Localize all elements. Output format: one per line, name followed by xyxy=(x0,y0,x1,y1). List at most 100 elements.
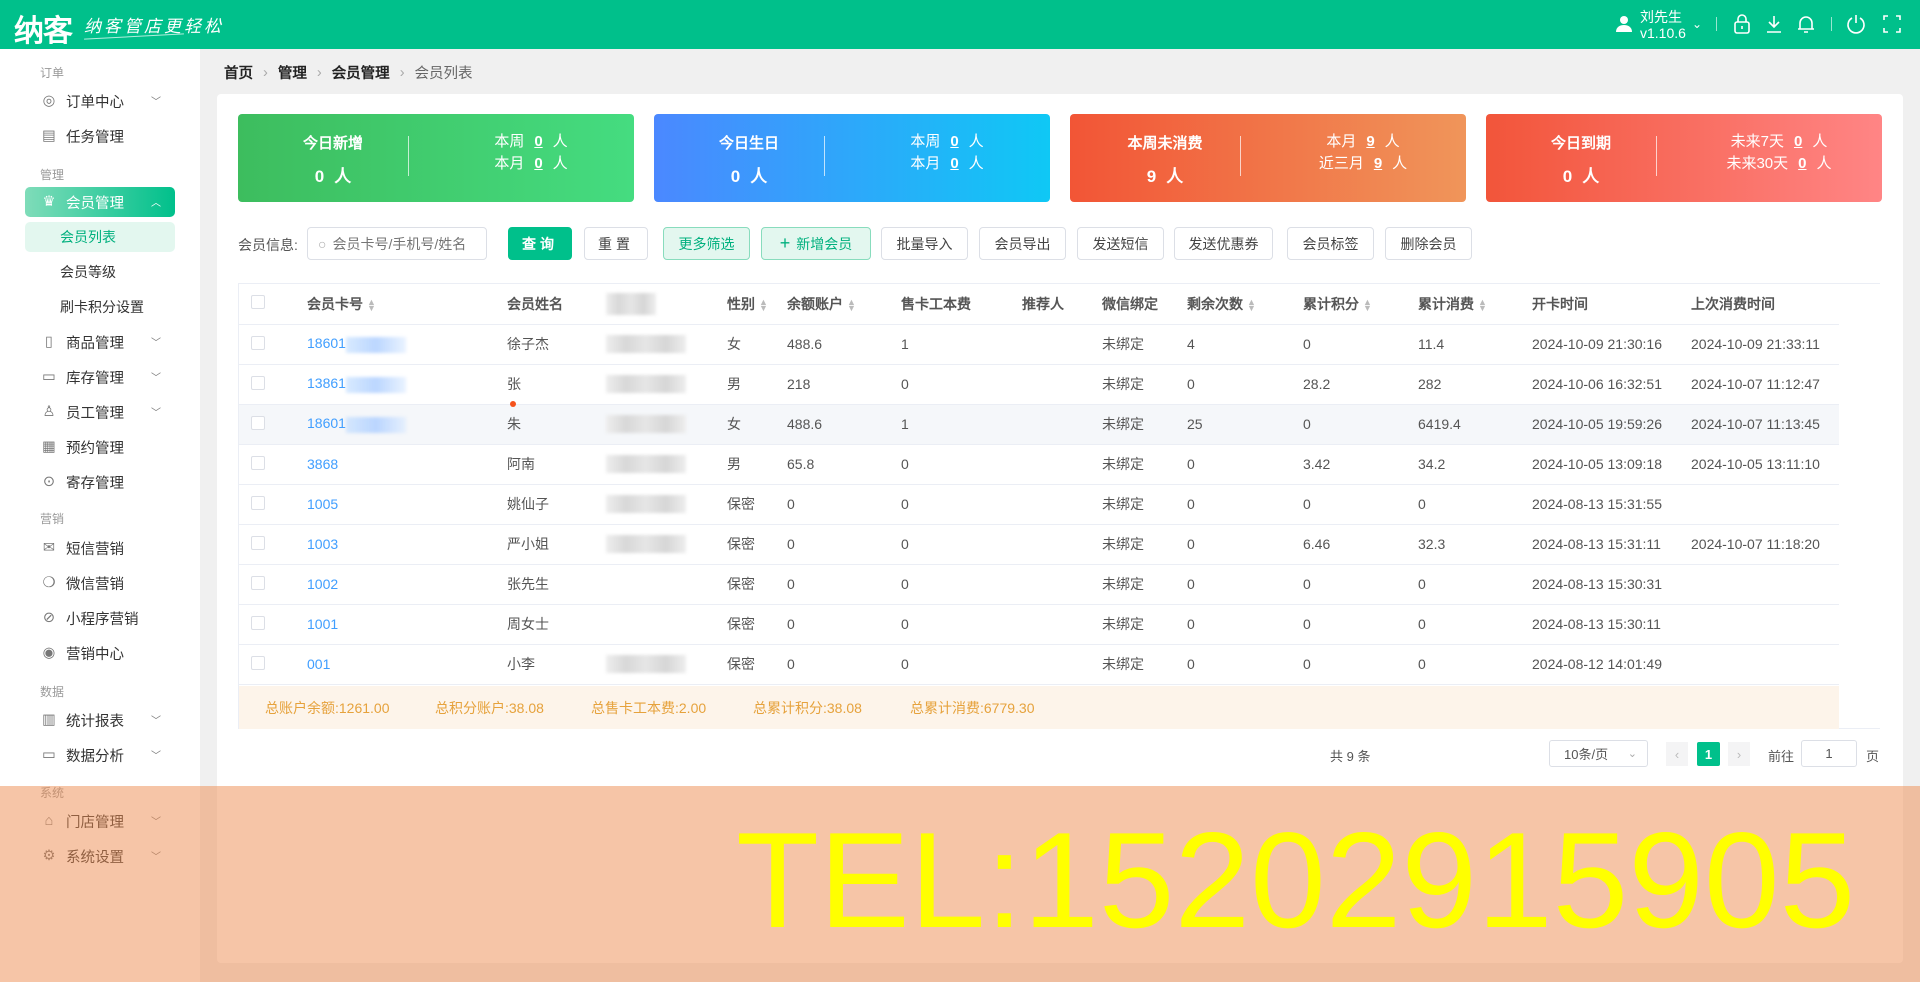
sidebar-item-deposit[interactable]: ⊙ 寄存管理 xyxy=(25,467,175,497)
cell-card-number[interactable]: 1002 xyxy=(295,564,495,605)
stat-sub-value[interactable]: 0 xyxy=(1798,155,1807,172)
stat-card[interactable]: 今日到期 0 人未来7天 0 人未来30天 0 人 xyxy=(1486,114,1882,202)
download-icon[interactable] xyxy=(1762,12,1786,36)
row-select[interactable] xyxy=(239,604,295,645)
column-header[interactable]: 累计积分 ▲ ▼ xyxy=(1291,284,1406,325)
fullscreen-icon[interactable] xyxy=(1880,12,1904,36)
member-search-field[interactable]: ○ xyxy=(307,227,487,260)
sidebar-item-task[interactable]: ▤ 任务管理 xyxy=(25,121,175,151)
sidebar-item-calendar[interactable]: ▦ 预约管理 xyxy=(25,432,175,462)
row-select[interactable] xyxy=(239,524,295,565)
checkbox[interactable] xyxy=(251,375,265,390)
row-select[interactable] xyxy=(239,324,295,365)
sidebar-item-wechat[interactable]: ❍ 微信营销 xyxy=(25,568,175,598)
sort-icon[interactable]: ▲ ▼ xyxy=(759,297,768,314)
row-select[interactable] xyxy=(239,644,295,685)
stat-sub-value[interactable]: 0 xyxy=(950,155,959,172)
add-member-button[interactable]: + 新增会员 xyxy=(761,227,871,260)
sidebar-item-monitor[interactable]: ▭ 数据分析 ﹀ xyxy=(25,740,175,770)
checkbox[interactable] xyxy=(251,615,265,630)
sidebar-item-miniprogram[interactable]: ⊘ 小程序营销 xyxy=(25,603,175,633)
checkbox[interactable] xyxy=(251,455,265,470)
sort-icon[interactable]: ▲ ▼ xyxy=(847,297,856,314)
export-members-button[interactable]: 会员导出 xyxy=(979,227,1066,260)
power-icon[interactable] xyxy=(1844,12,1868,36)
chevron-down-icon[interactable]: ⌄ xyxy=(1691,17,1703,31)
sidebar-item-globe[interactable]: ◎ 订单中心 ﹀ xyxy=(25,86,175,116)
table-row[interactable]: 1002 张先生 保密 0 0 未绑定 0 0 0 2024-08-13 15:30:31 xyxy=(239,564,1839,605)
user-icon[interactable] xyxy=(1612,12,1636,36)
card-number-link[interactable]: 18601 xyxy=(307,415,346,432)
card-number-link[interactable]: 1005 xyxy=(307,496,339,512)
row-select[interactable] xyxy=(239,564,295,605)
sort-icon[interactable]: ▲ ▼ xyxy=(1247,297,1256,314)
table-row[interactable]: 18601 朱 女 488.6 1 未绑定 25 0 6419.4 2024-10-05 19:5… xyxy=(239,401,1839,445)
card-number-link[interactable]: 001 xyxy=(307,656,331,672)
stat-sub-value[interactable]: 9 xyxy=(1373,155,1383,172)
prev-page-button[interactable]: ‹ xyxy=(1666,742,1688,766)
member-tag-button[interactable]: 会员标签 xyxy=(1287,227,1374,260)
cell-card-number[interactable]: 1001 xyxy=(295,604,495,645)
stat-card[interactable]: 本周未消费 9 人本月 9 人近三月 9 人 xyxy=(1070,114,1466,202)
card-number-link[interactable]: 1003 xyxy=(307,536,339,552)
stat-sub-value[interactable]: 0 xyxy=(534,133,543,150)
sort-icon[interactable]: ▲ ▼ xyxy=(1478,297,1487,314)
breadcrumb-member-manage[interactable]: 会员管理 xyxy=(331,66,390,82)
card-number-link[interactable]: 13861 xyxy=(307,375,346,392)
sidebar-item-bar-chart[interactable]: ▥ 统计报表 ﹀ xyxy=(25,705,175,735)
sidebar-item-user[interactable]: ♙ 员工管理 ﹀ xyxy=(25,397,175,427)
column-header[interactable]: 剩余次数 ▲ ▼ xyxy=(1175,284,1291,325)
sort-icon[interactable]: ▲ ▼ xyxy=(1363,297,1372,314)
header-select-all[interactable] xyxy=(239,284,295,325)
user-name[interactable]: 刘先生 xyxy=(1640,9,1682,25)
bell-icon[interactable] xyxy=(1794,12,1818,36)
sidebar-item-target[interactable]: ◉ 营销中心 xyxy=(25,638,175,668)
page-1-button[interactable]: 1 xyxy=(1697,742,1720,766)
stat-card[interactable]: 今日生日 0 人本周 0 人本月 0 人 xyxy=(654,114,1050,202)
next-page-button[interactable]: › xyxy=(1728,742,1750,766)
checkbox[interactable] xyxy=(251,655,265,670)
stat-sub-value[interactable]: 0 xyxy=(534,155,543,172)
goto-page-input[interactable]: 1 xyxy=(1801,740,1857,767)
stat-sub-value[interactable]: 0 xyxy=(1793,133,1803,150)
reset-button[interactable]: 重置 xyxy=(584,227,648,260)
query-button[interactable]: 查询 xyxy=(508,227,572,260)
cell-card-number[interactable]: 1005 xyxy=(295,484,495,525)
delete-member-button[interactable]: 删除会员 xyxy=(1385,227,1472,260)
breadcrumb-manage[interactable]: 管理 xyxy=(277,66,307,82)
more-filter-button[interactable]: 更多筛选 xyxy=(663,227,750,260)
checkbox[interactable] xyxy=(251,415,265,430)
table-row[interactable]: 1001 周女士 保密 0 0 未绑定 0 0 0 2024-08-13 15:30:11 xyxy=(239,604,1839,645)
checkbox[interactable] xyxy=(251,295,265,310)
sidebar-item-crown[interactable]: ♛ 会员管理 ︿ xyxy=(25,187,175,217)
cell-card-number[interactable]: 3868 xyxy=(295,444,495,485)
card-number-link[interactable]: 1001 xyxy=(307,616,339,632)
sidebar-item-box[interactable]: ▭ 库存管理 ﹀ xyxy=(25,362,175,392)
stat-sub-value[interactable]: 9 xyxy=(1366,133,1375,150)
stat-card[interactable]: 今日新增 0 人本周 0 人本月 0 人 xyxy=(238,114,634,202)
member-search-input[interactable] xyxy=(332,235,473,252)
batch-import-button[interactable]: 批量导入 xyxy=(881,227,968,260)
row-select[interactable] xyxy=(239,444,295,485)
send-coupon-button[interactable]: 发送优惠券 xyxy=(1174,227,1273,260)
row-select[interactable] xyxy=(239,364,295,405)
sidebar-subitem[interactable]: 刷卡积分设置 xyxy=(60,299,144,315)
send-sms-button[interactable]: 发送短信 xyxy=(1077,227,1164,260)
table-row[interactable]: 18601 徐子杰 女 488.6 1 未绑定 4 0 11.4 2024-10-09 21:30… xyxy=(239,324,1839,365)
sort-icon[interactable]: ▲ ▼ xyxy=(367,297,376,314)
card-number-link[interactable]: 1002 xyxy=(307,576,339,592)
row-select[interactable] xyxy=(239,484,295,525)
table-row[interactable]: 3868 阿南 男 65.8 0 未绑定 0 3.42 34.2 2024-10-05 13:09… xyxy=(239,444,1839,485)
cell-card-number[interactable]: 13861 xyxy=(295,364,495,405)
cell-card-number[interactable]: 18601 xyxy=(295,404,495,445)
card-number-link[interactable]: 18601 xyxy=(307,335,346,352)
table-row[interactable]: 1005 姚仙子 保密 0 0 未绑定 0 0 0 2024-08-13 15:31:55 xyxy=(239,484,1839,525)
cell-card-number[interactable]: 001 xyxy=(295,644,495,685)
column-header[interactable]: 累计消费 ▲ ▼ xyxy=(1406,284,1520,325)
lock-icon[interactable] xyxy=(1730,12,1754,36)
page-size-select[interactable]: 10条/页 ⌄ xyxy=(1549,740,1648,767)
breadcrumb-home[interactable]: 首页 xyxy=(224,66,253,82)
checkbox[interactable] xyxy=(251,335,265,350)
sidebar-subitem[interactable]: 会员列表 xyxy=(25,222,175,252)
cell-card-number[interactable]: 1003 xyxy=(295,524,495,565)
